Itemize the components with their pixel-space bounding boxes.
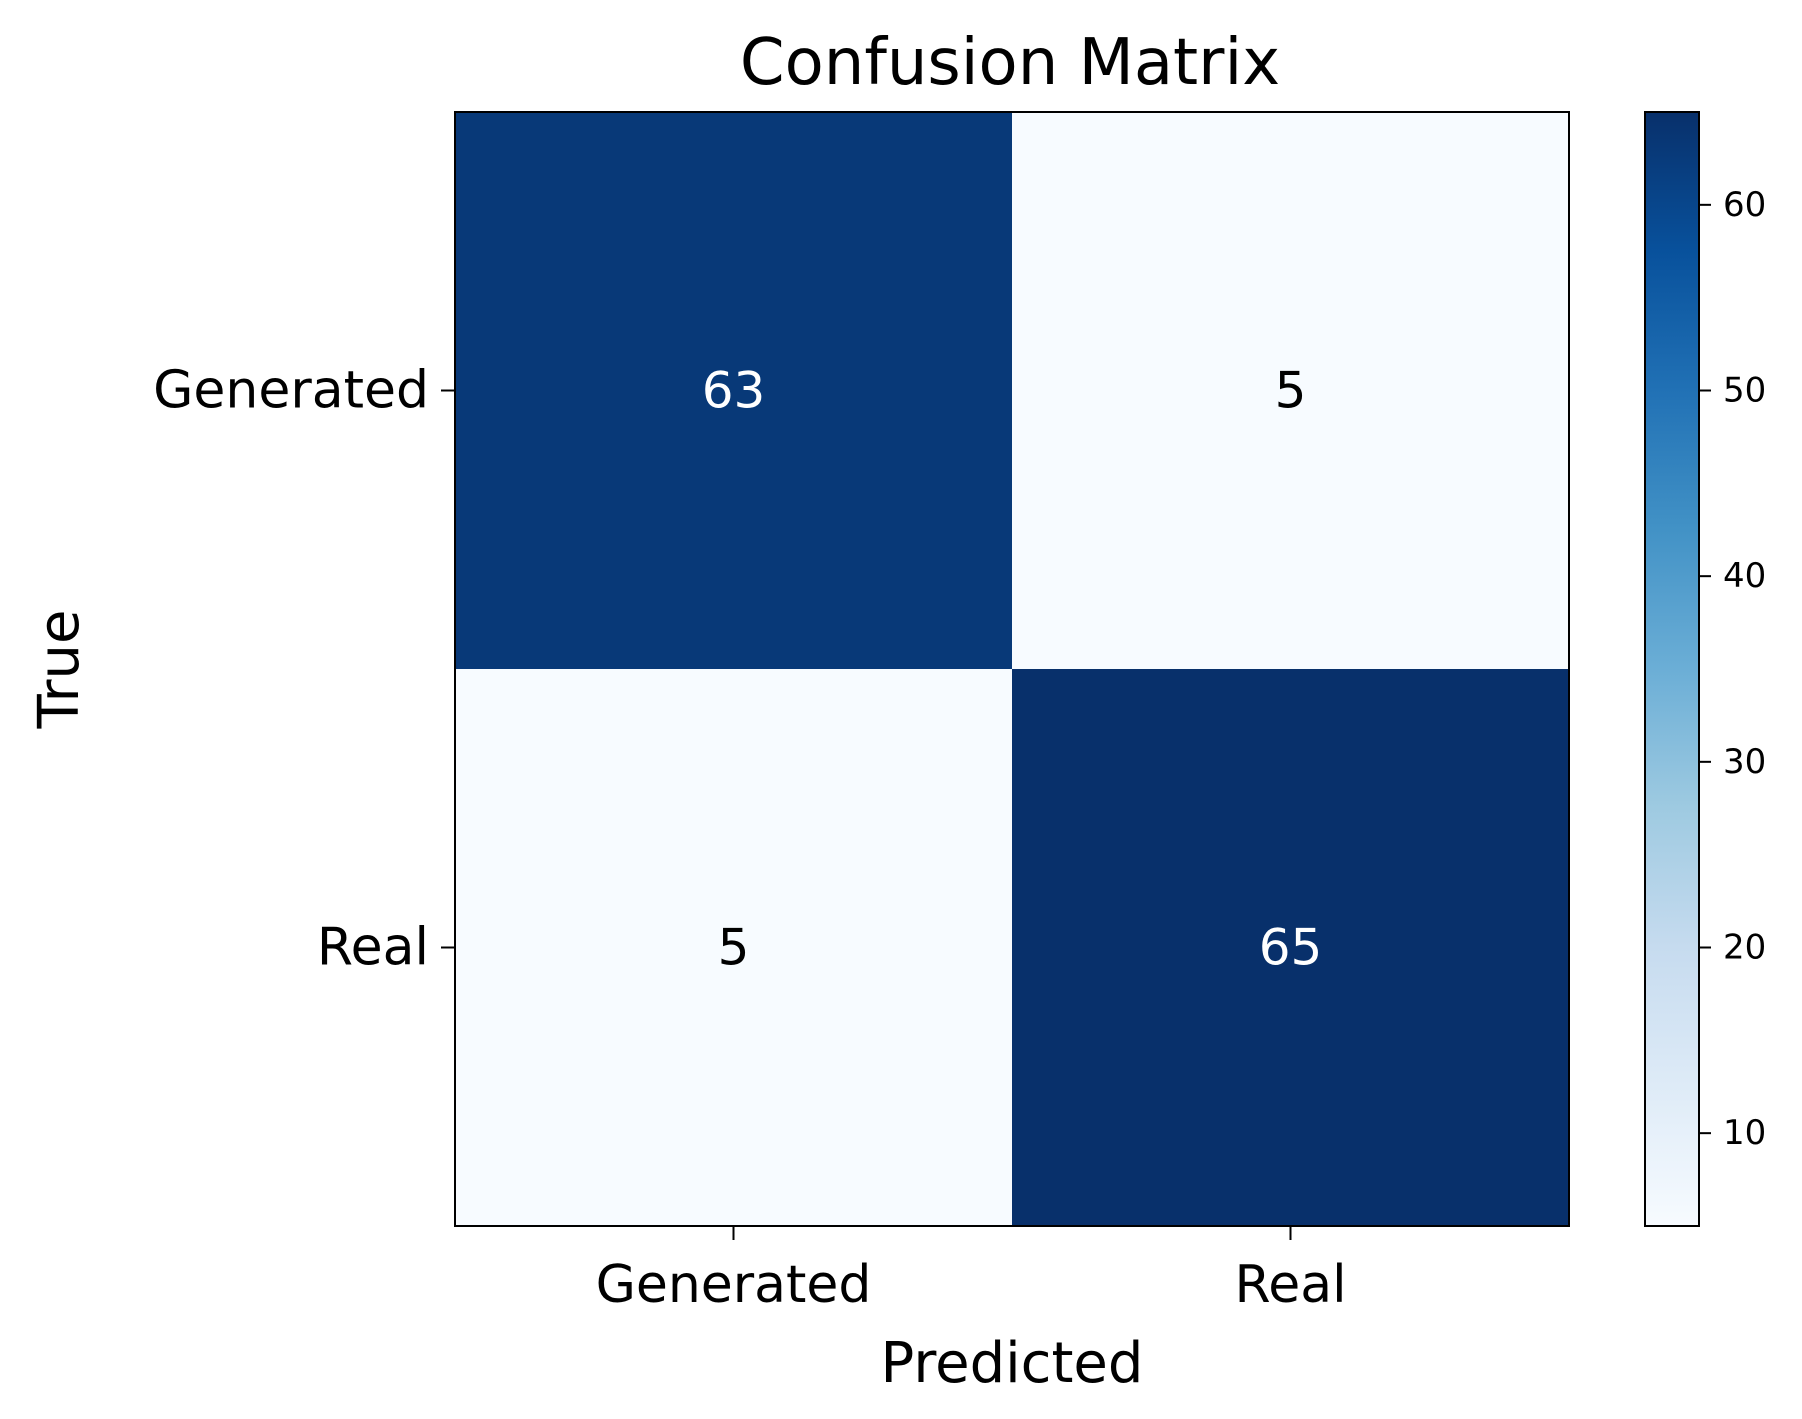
heatmap-cell (455, 669, 1012, 1226)
heatmap-cell (1012, 669, 1569, 1226)
cell-value-label: 5 (718, 919, 750, 977)
colorbar-tick-label: 10 (1723, 1113, 1766, 1153)
colorbar-tick-label: 60 (1723, 185, 1766, 225)
colorbar-ticks: 10 20 30 40 50 60 (1699, 185, 1766, 1153)
cell-value-label: 65 (1259, 919, 1323, 977)
colorbar-tick-label: 50 (1723, 371, 1766, 411)
colorbar-tick-label: 30 (1723, 742, 1766, 782)
y-axis: Generated Real (153, 361, 455, 978)
x-tick-label: Generated (596, 1255, 872, 1315)
x-tick-label: Real (1234, 1255, 1346, 1315)
y-tick-label: Real (317, 918, 429, 978)
x-axis-label: Predicted (881, 1331, 1144, 1396)
cell-value-label: 5 (1275, 362, 1307, 420)
y-tick-label: Generated (153, 361, 429, 421)
y-axis-label: True (27, 610, 92, 730)
chart-title: Confusion Matrix (740, 26, 1280, 100)
plot-frame (454, 111, 1570, 1227)
heatmap-cell (1012, 112, 1569, 669)
cell-value-label: 63 (702, 362, 766, 420)
colorbar-tick-label: 40 (1723, 556, 1766, 596)
colorbar-tick-label: 20 (1723, 928, 1766, 968)
x-axis: Generated Real (596, 1226, 1347, 1315)
heatmap-cell (455, 112, 1012, 669)
colorbar (1644, 111, 1700, 1227)
heatmap-cells: 63 5 5 65 (455, 112, 1569, 1226)
